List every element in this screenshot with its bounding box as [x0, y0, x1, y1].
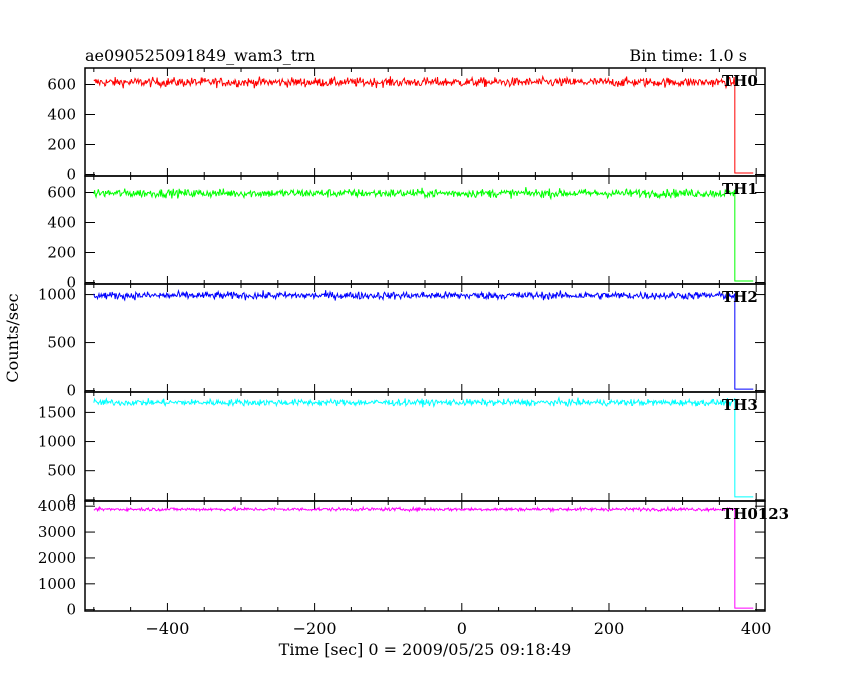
bin-time-label: Bin time: 1.0 s [629, 46, 747, 65]
panel-label-th2: TH2 [722, 288, 758, 306]
panels-group: 0 200 400 600 TH0 0 200 400 600 TH1 0 500 1000 TH2 0 50… [38, 67, 789, 638]
y-axis-label: Counts/sec [3, 293, 22, 382]
series-line-th3 [93, 396, 754, 498]
y-tick-label: 4000 [38, 497, 76, 515]
panel-frame-th0123 [84, 500, 766, 612]
y-tick-label: 1000 [38, 433, 76, 451]
x-tick-label: −200 [293, 619, 337, 638]
y-tick-label: 500 [47, 462, 76, 480]
y-tick-label: 600 [47, 76, 76, 94]
y-tick-label: 1000 [38, 575, 76, 593]
y-tick-label: 0 [66, 166, 76, 184]
y-tick-label: 1000 [38, 286, 76, 304]
x-tick-label: 400 [741, 619, 772, 638]
x-axis-label: Time [sec] 0 = 2009/05/25 09:18:49 [279, 640, 572, 659]
y-tick-label: 0 [66, 491, 76, 509]
x-tick-label: 0 [457, 619, 467, 638]
y-tick-label: 0 [66, 382, 76, 400]
panel-label-th0: TH0 [722, 72, 758, 90]
panel-label-th1: TH1 [722, 180, 758, 198]
series-line-th0 [93, 74, 754, 174]
y-tick-label: 200 [47, 244, 76, 262]
y-tick-label: 3000 [38, 523, 76, 541]
y-tick-label: 1500 [38, 403, 76, 421]
x-tick-label: 200 [594, 619, 625, 638]
series-line-th0123 [93, 505, 754, 609]
y-tick-label: 400 [47, 214, 76, 232]
y-tick-label: 0 [66, 601, 76, 619]
chart-title: ae090525091849_wam3_trn [85, 46, 315, 65]
x-tick-label: −400 [145, 619, 189, 638]
series-line-th2 [93, 289, 754, 390]
y-tick-label: 400 [47, 106, 76, 124]
y-tick-label: 0 [66, 274, 76, 292]
y-tick-label: 200 [47, 136, 76, 154]
panel-label-th3: TH3 [722, 396, 758, 414]
panel-frame-th3 [84, 391, 766, 502]
y-tick-label: 500 [47, 334, 76, 352]
y-tick-label: 600 [47, 184, 76, 202]
series-line-th1 [93, 187, 754, 282]
panel-frame-th2 [84, 283, 766, 393]
y-tick-label: 2000 [38, 549, 76, 567]
panel-label-th0123: TH0123 [722, 505, 789, 523]
